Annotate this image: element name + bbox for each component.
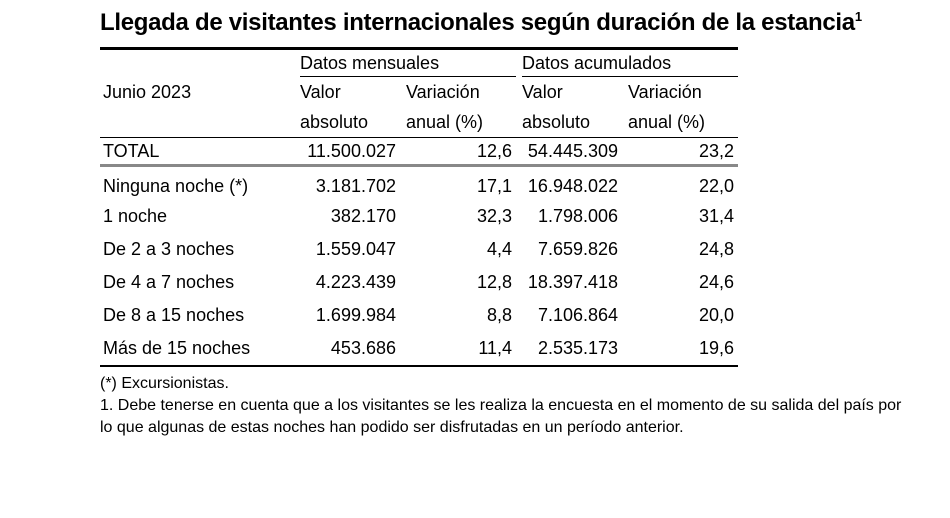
footnote-1-line-2: lo que algunas de estas noches han podid… [100, 419, 684, 436]
cell-cumulative-var: 23,2 [628, 137, 739, 167]
table-row-total: TOTAL 11.500.027 12,6 54.445.309 23,2 [100, 137, 739, 167]
row-label: TOTAL [100, 137, 300, 167]
header-group-cumulative: Datos acumulados [522, 47, 739, 77]
row-label: De 4 a 7 noches [103, 272, 235, 292]
cell-cumulative-var: 19,6 [628, 332, 739, 367]
cell-monthly-abs: 11.500.027 [300, 137, 400, 167]
cell-cumulative-abs: 2.535.173 [522, 332, 623, 367]
cell-cumulative-abs: 16.948.022 [527, 176, 619, 196]
title-footnote-mark: 1 [854, 9, 862, 24]
cell-monthly-abs: 3.181.702 [315, 176, 396, 196]
cell-cumulative-abs: 18.397.418 [527, 272, 619, 292]
table-row: 1 noche 382.170 32,3 1.798.006 31,4 [100, 200, 738, 233]
cell-cumulative-var: 31,4 [698, 206, 735, 226]
table-row: Más de 15 noches 453.686 11,4 2.535.173 … [100, 332, 739, 367]
cell-monthly-abs: 382.170 [330, 206, 396, 226]
cell-monthly-abs: 4.223.439 [315, 272, 396, 292]
cell-monthly-var: 12,6 [406, 137, 517, 167]
cell-cumulative-var: 24,8 [698, 239, 735, 259]
cell-cumulative-var: 20,0 [698, 305, 735, 325]
header-group-monthly: Datos mensuales [300, 47, 517, 77]
footnote-asterisk: (*) Excursionistas. [100, 375, 229, 392]
document-page: Llegada de visitantes internacionales se… [100, 8, 901, 439]
header-monthly-var-1: Variación [406, 81, 480, 102]
cell-monthly-var: 8,8 [486, 305, 513, 325]
cell-cumulative-abs: 7.106.864 [537, 305, 619, 325]
table-row: De 4 a 7 noches 4.223.439 12,8 18.397.41… [100, 266, 738, 299]
row-label: Más de 15 noches [100, 332, 300, 367]
title-text: Llegada de visitantes internacionales se… [100, 9, 855, 36]
cell-monthly-abs: 1.699.984 [315, 305, 396, 325]
cell-monthly-var: 11,4 [406, 332, 517, 367]
cell-cumulative-abs: 54.445.309 [522, 137, 623, 167]
header-period: Junio 2023 [103, 81, 192, 102]
table-title: Llegada de visitantes internacionales se… [100, 8, 862, 38]
table-row: De 2 a 3 noches 1.559.047 4,4 7.659.826 … [100, 233, 738, 266]
row-label: 1 noche [103, 206, 168, 226]
table-row: Ninguna noche (*) 3.181.702 17,1 16.948.… [100, 167, 738, 200]
row-label: De 2 a 3 noches [103, 239, 235, 259]
cell-cumulative-abs: 1.798.006 [537, 206, 619, 226]
header-monthly-abs-2: absoluto [300, 111, 369, 132]
row-label: De 8 a 15 noches [103, 305, 245, 325]
header-row-2: absoluto anual (%) absoluto anual (%) [100, 107, 738, 137]
table-row: De 8 a 15 noches 1.699.984 8,8 7.106.864… [100, 299, 738, 332]
cell-monthly-var: 17,1 [476, 176, 513, 196]
visitors-table: Datos mensuales Datos acumulados Junio 2… [100, 47, 739, 367]
cell-cumulative-var: 24,6 [698, 272, 735, 292]
header-cumulative-abs-2: absoluto [522, 111, 591, 132]
header-cumulative-abs-1: Valor [522, 81, 563, 102]
header-monthly-var-2: anual (%) [406, 111, 484, 132]
header-row-1: Junio 2023 Valor Variación Valor Variaci… [100, 77, 738, 107]
cell-monthly-var: 32,3 [476, 206, 513, 226]
cell-monthly-abs: 1.559.047 [315, 239, 396, 259]
header-cumulative-var-1: Variación [628, 81, 702, 102]
cell-monthly-var: 4,4 [486, 239, 513, 259]
footnotes: (*) Excursionistas. 1. Debe tenerse en c… [100, 373, 940, 439]
row-label: Ninguna noche (*) [103, 176, 249, 196]
cell-cumulative-var: 22,0 [698, 176, 735, 196]
cell-monthly-var: 12,8 [476, 272, 513, 292]
header-cumulative-var-2: anual (%) [628, 111, 706, 132]
header-monthly-abs-1: Valor [300, 81, 341, 102]
footnote-1-line-1: 1. Debe tenerse en cuenta que a los visi… [100, 397, 902, 414]
cell-cumulative-abs: 7.659.826 [537, 239, 619, 259]
cell-monthly-abs: 453.686 [300, 332, 400, 367]
header-row-groups: Datos mensuales Datos acumulados [100, 47, 739, 77]
